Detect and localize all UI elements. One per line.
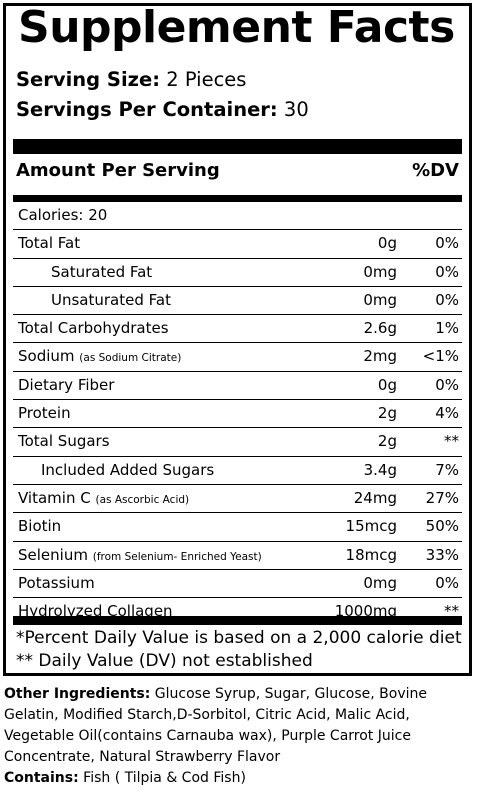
other-ingredients: Other Ingredients: Glucose Syrup, Sugar,…	[4, 684, 478, 768]
nutrient-name: Hydrolyzed Collagen	[18, 602, 173, 621]
footnote-dv-not-established: ** Daily Value (DV) not established	[16, 651, 313, 671]
servings-per-container-label: Servings Per Container:	[16, 98, 278, 121]
nutrient-name: Biotin	[18, 517, 62, 536]
nutrient-row: Potassium 0mg 0%	[13, 570, 462, 599]
nutrient-row: Sodium (as Sodium Citrate) 2mg <1%	[13, 343, 462, 372]
contains-text: Fish ( Tilpia & Cod Fish)	[78, 770, 246, 786]
nutrient-amount: 3.4g	[363, 460, 397, 479]
nutrient-name: Vitamin C	[18, 488, 91, 507]
thick-divider	[13, 139, 462, 154]
nutrient-amount: 2g	[377, 404, 397, 423]
nutrient-amount: 18mcg	[345, 545, 397, 564]
nutrient-dv: 1%	[435, 319, 459, 338]
contains: Contains: Fish ( Tilpia & Cod Fish)	[4, 768, 478, 789]
nutrient-dv: 0%	[435, 573, 459, 592]
nutrient-dv: 0%	[435, 290, 459, 309]
nutrient-note: (as Sodium Citrate)	[79, 352, 182, 365]
nutrient-row: Hydrolyzed Collagen 1000mg **	[13, 598, 462, 625]
nutrient-amount: 15mcg	[345, 517, 397, 536]
nutrient-amount: 0g	[377, 375, 397, 394]
bottom-divider	[13, 616, 462, 625]
nutrient-name: Dietary Fiber	[18, 375, 115, 394]
dv-header: %DV	[412, 160, 459, 181]
servings-per-container-value: 30	[283, 98, 309, 121]
nutrient-name: Total Sugars	[18, 432, 110, 451]
nutrient-dv: **	[444, 432, 459, 451]
nutrient-name: Sodium	[18, 347, 75, 366]
nutrient-dv: 0%	[435, 262, 459, 281]
nutrient-amount: 0g	[377, 234, 397, 253]
nutrient-amount: 0mg	[363, 262, 397, 281]
nutrient-row: Dietary Fiber 0g 0%	[13, 372, 462, 401]
nutrient-dv: **	[444, 602, 459, 621]
serving-size: Serving Size: 2 Pieces	[16, 68, 246, 91]
nutrient-row: Vitamin C (as Ascorbic Acid) 24mg 27%	[13, 485, 462, 514]
nutrient-dv: 4%	[435, 404, 459, 423]
nutrient-dv: 0%	[435, 234, 459, 253]
nutrient-dv: 33%	[425, 545, 459, 564]
nutrient-amount: 2g	[377, 432, 397, 451]
nutrient-dv: <1%	[422, 347, 459, 366]
serving-size-value: 2 Pieces	[166, 68, 247, 91]
nutrient-name-group: Selenium (from Selenium- Enriched Yeast)	[18, 542, 262, 571]
footnote-percent-dv: *Percent Daily Value is based on a 2,000…	[16, 628, 462, 648]
nutrient-amount: 0mg	[363, 290, 397, 309]
nutrient-amount: 1000mg	[334, 602, 397, 621]
nutrient-amount: 2mg	[363, 347, 397, 366]
nutrient-name: Protein	[18, 404, 71, 423]
calories-label: Calories: 20	[18, 206, 108, 224]
medium-divider	[13, 195, 462, 202]
nutrient-row: Included Added Sugars 3.4g 7%	[13, 457, 462, 485]
panel-title: Supplement Facts	[18, 3, 455, 53]
nutrient-dv: 7%	[435, 460, 459, 479]
nutrient-dv: 0%	[435, 375, 459, 394]
nutrient-name: Total Carbohydrates	[18, 319, 169, 338]
nutrient-amount: 0mg	[363, 573, 397, 592]
servings-per-container: Servings Per Container: 30	[16, 98, 309, 121]
nutrient-name: Total Fat	[18, 234, 81, 253]
nutrient-name: Saturated Fat	[51, 262, 153, 281]
nutrient-row: Total Carbohydrates 2.6g 1%	[13, 315, 462, 344]
amount-per-serving-header: Amount Per Serving	[16, 160, 220, 181]
nutrient-name: Included Added Sugars	[41, 460, 215, 479]
nutrient-note: (as Ascorbic Acid)	[95, 493, 190, 506]
nutrient-row: Total Fat 0g 0%	[13, 230, 462, 259]
other-ingredients-label: Other Ingredients:	[4, 686, 151, 702]
nutrient-name: Potassium	[18, 573, 95, 592]
amount-header-row: Amount Per Serving %DV	[16, 160, 461, 186]
nutrient-row: Biotin 15mcg 50%	[13, 513, 462, 542]
nutrient-amount: 24mg	[353, 488, 397, 507]
nutrient-row: Protein 2g 4%	[13, 400, 462, 429]
serving-size-label: Serving Size:	[16, 68, 161, 91]
nutrient-row: Saturated Fat 0mg 0%	[13, 259, 462, 287]
nutrient-amount: 2.6g	[363, 319, 397, 338]
supplement-facts-panel: Supplement Facts Serving Size: 2 Pieces …	[3, 3, 472, 676]
nutrient-row: Selenium (from Selenium- Enriched Yeast)…	[13, 542, 462, 570]
calories-row: Calories: 20	[13, 202, 462, 231]
nutrient-name: Unsaturated Fat	[51, 290, 171, 309]
nutrient-note: (from Selenium- Enriched Yeast)	[92, 550, 262, 563]
nutrient-name: Selenium	[18, 545, 88, 564]
nutrient-dv: 27%	[425, 488, 459, 507]
nutrient-dv: 50%	[425, 517, 459, 536]
nutrient-row: Unsaturated Fat 0mg 0%	[13, 287, 462, 316]
nutrient-name-group: Vitamin C (as Ascorbic Acid)	[18, 485, 189, 514]
other-ingredients-text: Glucose Syrup, Sugar, Glucose, Bovine Ge…	[4, 686, 428, 765]
nutrient-table: Calories: 20 Total Fat 0g 0% Saturated F…	[13, 202, 462, 625]
nutrient-name-group: Sodium (as Sodium Citrate)	[18, 343, 181, 372]
ingredients-block: Other Ingredients: Glucose Syrup, Sugar,…	[4, 684, 478, 789]
contains-label: Contains:	[4, 770, 79, 786]
nutrient-row: Total Sugars 2g **	[13, 428, 462, 457]
